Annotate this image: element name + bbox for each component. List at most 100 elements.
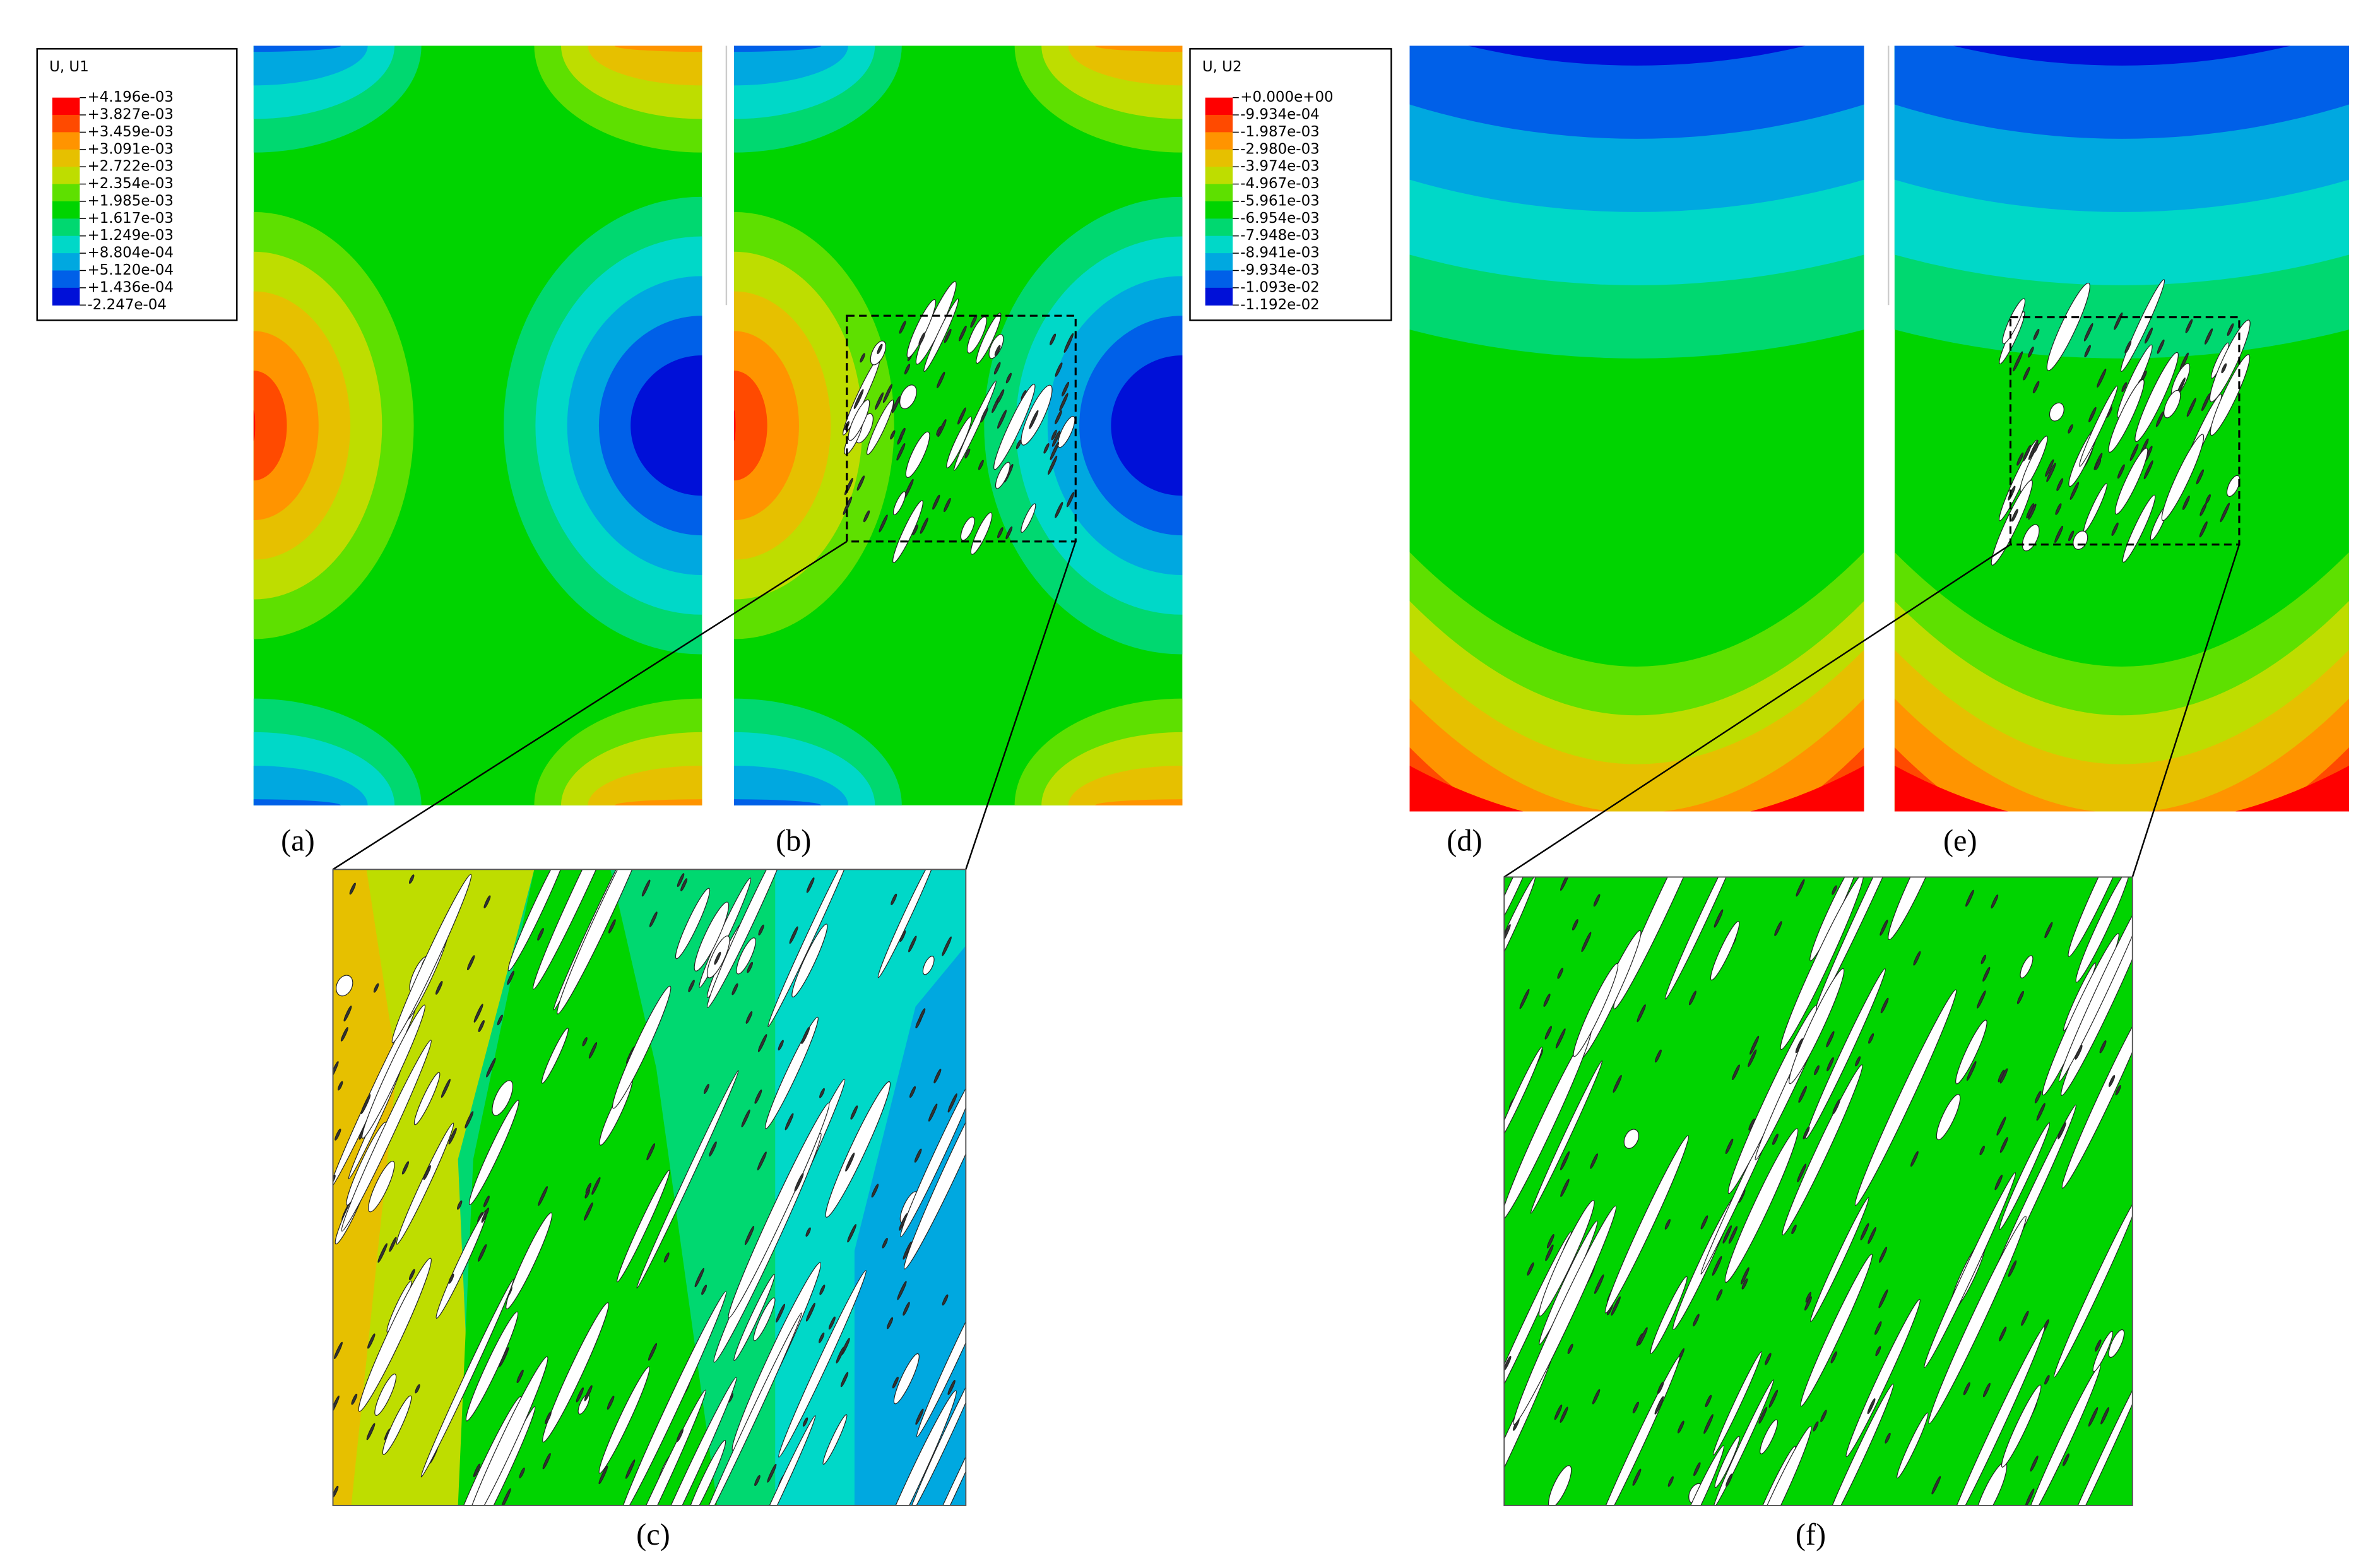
pore <box>994 345 1001 356</box>
pore <box>1980 954 1986 965</box>
pore <box>2092 1331 2114 1372</box>
legend-swatch <box>52 149 80 167</box>
pore <box>1955 1019 1987 1084</box>
pore <box>1813 1421 1819 1432</box>
pore <box>1897 1412 1929 1479</box>
pore <box>806 877 815 893</box>
pore <box>1543 994 1551 1007</box>
pore <box>850 1105 858 1120</box>
pore <box>916 1269 966 1437</box>
pore <box>2068 877 2133 957</box>
pore <box>767 869 854 1028</box>
pore <box>819 1285 826 1295</box>
legend-swatch <box>1205 184 1233 202</box>
pore <box>1572 919 1578 930</box>
contour-band <box>588 766 702 805</box>
pore <box>942 1294 949 1306</box>
pore <box>486 1057 496 1078</box>
pore <box>2185 319 2193 333</box>
pore <box>1874 1321 1882 1335</box>
pore <box>649 912 658 927</box>
pore <box>648 1343 658 1361</box>
pore <box>462 1356 548 1506</box>
pore <box>877 869 938 978</box>
pore <box>1712 1351 1762 1456</box>
pore <box>343 1006 352 1022</box>
pore <box>1713 1379 1774 1506</box>
pore <box>741 1109 750 1127</box>
pore <box>707 869 793 1008</box>
pore <box>1845 1298 1921 1458</box>
pore <box>483 1196 490 1208</box>
pore <box>2129 444 2139 461</box>
pore <box>767 1463 777 1483</box>
pore <box>1977 990 1986 1009</box>
legend-swatch <box>1205 270 1233 288</box>
legend-label: +8.804e-04 <box>87 245 173 261</box>
pore <box>976 312 1002 364</box>
legend-label: +0.000e+00 <box>1240 89 1333 105</box>
contour-band <box>1409 650 1864 812</box>
pore <box>1832 1099 1840 1115</box>
pore <box>1782 1064 1863 1235</box>
pore <box>1513 1205 1617 1425</box>
pore <box>337 1081 343 1091</box>
contour-band <box>1409 766 1864 812</box>
pore <box>492 1080 514 1116</box>
pore <box>1724 1128 1799 1283</box>
contour-band <box>1894 766 2349 812</box>
pore <box>1880 997 1889 1014</box>
pore <box>2045 459 2054 477</box>
pore <box>1657 1381 1664 1394</box>
pore <box>2095 458 2102 470</box>
legend-label: -5.961e-03 <box>1240 193 1320 209</box>
pore <box>696 1312 802 1506</box>
pore <box>2054 525 2063 543</box>
legend-label: +3.459e-03 <box>87 124 173 140</box>
pore <box>483 895 491 908</box>
pore <box>2209 319 2251 403</box>
pore <box>435 981 443 995</box>
pore <box>591 1177 601 1195</box>
legend-swatch <box>52 201 80 220</box>
pore <box>836 1346 845 1363</box>
pore <box>2001 1384 2042 1468</box>
pore <box>684 1440 726 1506</box>
pore <box>843 496 853 515</box>
pore <box>2032 381 2040 394</box>
pore <box>709 1141 717 1157</box>
pore <box>638 1377 737 1506</box>
pore <box>1868 1033 1874 1044</box>
pore <box>694 1268 704 1288</box>
pore <box>1066 492 1075 508</box>
pore <box>754 1475 761 1487</box>
contour-band <box>1095 45 1183 52</box>
pore <box>754 1090 762 1104</box>
pore <box>1868 1226 1876 1244</box>
pore <box>362 1004 426 1139</box>
pore <box>2052 1360 2133 1506</box>
pore <box>1820 1383 1894 1506</box>
pore <box>1560 877 1570 891</box>
legend-swatch <box>52 235 80 254</box>
pore <box>757 1151 767 1171</box>
pore <box>892 500 923 563</box>
pore <box>1005 372 1012 384</box>
pore <box>966 316 987 353</box>
legend-label: -9.934e-04 <box>1240 107 1320 123</box>
pore <box>1700 1215 1708 1230</box>
pore <box>923 298 959 372</box>
zoom-frame <box>332 869 967 1506</box>
pore <box>1055 410 1062 425</box>
legend-swatch <box>52 184 80 202</box>
legend-label: -7.948e-03 <box>1240 227 1320 244</box>
contour-band <box>734 766 848 805</box>
panel-label: (f) <box>1796 1518 1826 1552</box>
pore <box>897 1281 907 1300</box>
pore <box>473 1463 481 1478</box>
pore <box>1638 1327 1648 1346</box>
pore <box>537 928 544 941</box>
pore <box>2117 464 2125 479</box>
pore <box>1748 1119 1755 1131</box>
pore <box>908 935 917 953</box>
